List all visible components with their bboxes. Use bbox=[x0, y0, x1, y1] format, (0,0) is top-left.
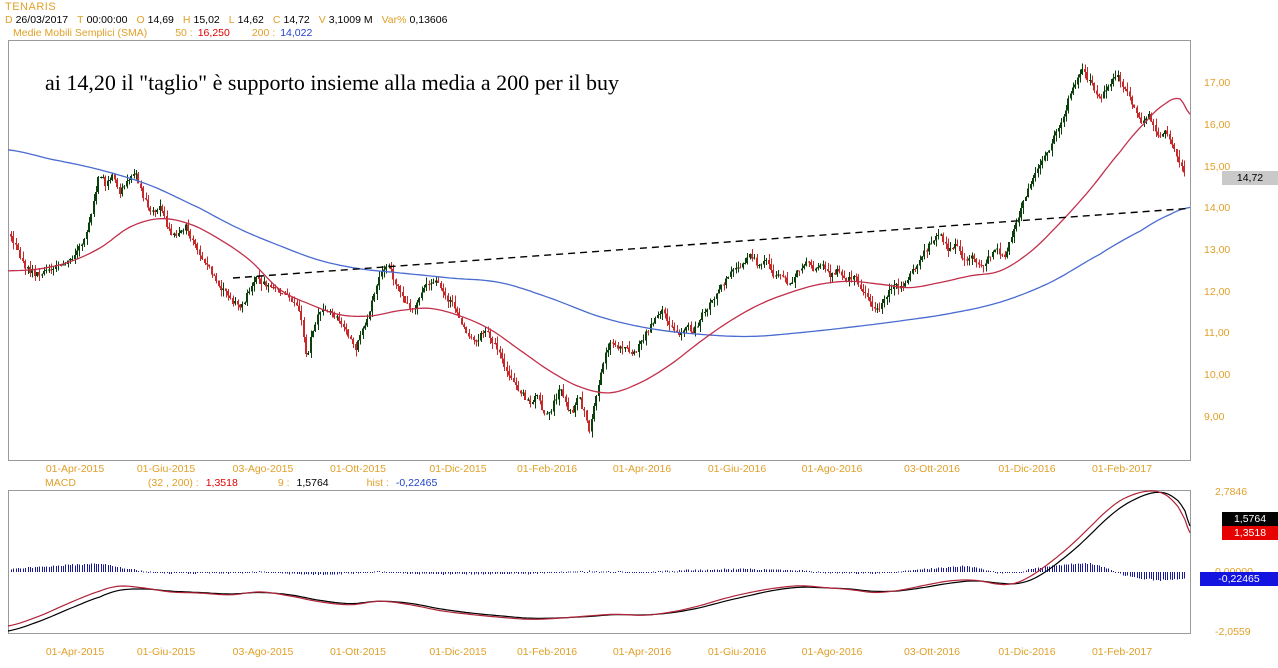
date-axis-label-top: 01-Ott-2015 bbox=[329, 463, 387, 475]
low-value: 14,62 bbox=[237, 14, 264, 26]
sma-title: Medie Mobili Semplici (SMA) bbox=[13, 27, 148, 39]
date-axis-label-top: 01-Ago-2016 bbox=[801, 463, 863, 475]
macd-panel-border bbox=[8, 490, 1191, 634]
price-axis-label: 17,00 bbox=[1204, 77, 1231, 89]
volume-value: 3,1009 M bbox=[328, 14, 373, 26]
var-value: 0,13606 bbox=[409, 14, 448, 26]
price-axis-label: 12,00 bbox=[1204, 286, 1231, 298]
low-label: L bbox=[228, 14, 235, 26]
date-axis-label-bottom: 01-Dic-2015 bbox=[429, 646, 487, 658]
macd-signal-line bbox=[7, 491, 1191, 632]
date-axis-label-bottom: 03-Ago-2015 bbox=[232, 646, 294, 658]
macd-line bbox=[7, 490, 1191, 627]
date-axis-label-bottom: 01-Apr-2015 bbox=[45, 646, 105, 658]
high-label: H bbox=[182, 14, 191, 26]
open-label: O bbox=[136, 14, 145, 26]
high-value: 15,02 bbox=[193, 14, 220, 26]
volume-label: V bbox=[318, 14, 326, 26]
date-value: 26/03/2017 bbox=[15, 14, 69, 26]
date-axis-label-top: 01-Giu-2016 bbox=[707, 463, 767, 475]
macd-value: 1,3518 bbox=[205, 477, 238, 489]
macd-signal-value: 1,5764 bbox=[296, 477, 329, 489]
date-axis-label-top: 01-Dic-2015 bbox=[429, 463, 487, 475]
date-axis-label-top: 01-Dic-2016 bbox=[998, 463, 1056, 475]
macd-value-tag: 1,3518 bbox=[1222, 526, 1278, 540]
sma-line: Medie Mobili Semplici (SMA) 50 : 16,250 … bbox=[13, 27, 312, 39]
price-axis-label: 14,00 bbox=[1204, 202, 1231, 214]
date-axis-label-top: 01-Giu-2015 bbox=[136, 463, 196, 475]
sma200-value: 14,022 bbox=[280, 27, 313, 39]
price-panel-border bbox=[8, 40, 1191, 461]
symbol-title: TENARIS bbox=[5, 1, 57, 13]
date-axis-label-bottom: 01-Feb-2016 bbox=[516, 646, 578, 658]
macd-signal-label: 9 : bbox=[277, 477, 290, 489]
sma50-value: 16,250 bbox=[197, 27, 230, 39]
close-value: 14,72 bbox=[283, 14, 310, 26]
price-axis-label: 11,00 bbox=[1204, 327, 1230, 339]
date-axis-label-bottom: 01-Apr-2016 bbox=[612, 646, 672, 658]
close-label: C bbox=[272, 14, 281, 26]
price-axis-label: 13,00 bbox=[1204, 244, 1231, 256]
time-value: 00:00:00 bbox=[86, 14, 128, 26]
date-axis-label-top: 03-Ott-2016 bbox=[903, 463, 961, 475]
date-axis-label-bottom: 01-Giu-2016 bbox=[707, 646, 767, 658]
macd-params: (32 , 200) : bbox=[147, 477, 199, 489]
macd-title: MACD bbox=[45, 477, 76, 489]
macd-header: MACD (32 , 200) : 1,3518 9 : 1,5764 hist… bbox=[45, 477, 437, 489]
chart-annotation-text: ai 14,20 il "taglio" è supporto insieme … bbox=[45, 70, 619, 95]
date-axis-label-bottom: 03-Ott-2016 bbox=[903, 646, 961, 658]
date-axis-label-bottom: 01-Feb-2017 bbox=[1091, 646, 1153, 658]
date-label: D bbox=[5, 14, 13, 26]
macd-hist-value: -0,22465 bbox=[395, 477, 438, 489]
date-axis-label-top: 01-Apr-2016 bbox=[612, 463, 672, 475]
date-axis-label-bottom: 01-Dic-2016 bbox=[998, 646, 1056, 658]
sma50-line bbox=[7, 97, 1191, 394]
price-axis-label: 10,00 bbox=[1204, 369, 1231, 381]
macd-histogram bbox=[11, 563, 1185, 581]
macd-signal-tag: 1,5764 bbox=[1222, 512, 1278, 526]
last-price-tag: 14,72 bbox=[1222, 171, 1278, 185]
date-axis-label-top: 01-Feb-2017 bbox=[1091, 463, 1153, 475]
quote-line: D 26/03/2017 T 00:00:00 O 14,69 H 15,02 L 14,… bbox=[5, 14, 456, 26]
time-label: T bbox=[77, 14, 84, 26]
support-trendline bbox=[232, 207, 1191, 279]
macd-hist-tag: -0,22465 bbox=[1200, 572, 1278, 586]
macd-hist-label: hist : bbox=[366, 477, 389, 489]
candlestick-series bbox=[10, 63, 1185, 438]
date-axis-label-bottom: 01-Ago-2016 bbox=[801, 646, 863, 658]
date-axis-label-top: 01-Feb-2016 bbox=[516, 463, 578, 475]
var-label: Var% bbox=[381, 14, 407, 26]
price-axis-label: 9,00 bbox=[1204, 411, 1225, 423]
sma200-line bbox=[7, 149, 1191, 338]
price-axis-label: 15,00 bbox=[1204, 161, 1231, 173]
date-axis-label-bottom: 01-Ott-2015 bbox=[329, 646, 387, 658]
date-axis-label-top: 03-Ago-2015 bbox=[232, 463, 294, 475]
date-axis-label-top: 01-Apr-2015 bbox=[45, 463, 105, 475]
macd-bottom-label: -2,0559 bbox=[1215, 626, 1251, 638]
price-axis-label: 16,00 bbox=[1204, 119, 1231, 131]
sma50-label: 50 : bbox=[175, 27, 193, 39]
macd-top-label: 2,7846 bbox=[1215, 486, 1248, 498]
date-axis-label-bottom: 01-Giu-2015 bbox=[136, 646, 196, 658]
sma200-label: 200 : bbox=[251, 27, 276, 39]
open-value: 14,69 bbox=[147, 14, 174, 26]
